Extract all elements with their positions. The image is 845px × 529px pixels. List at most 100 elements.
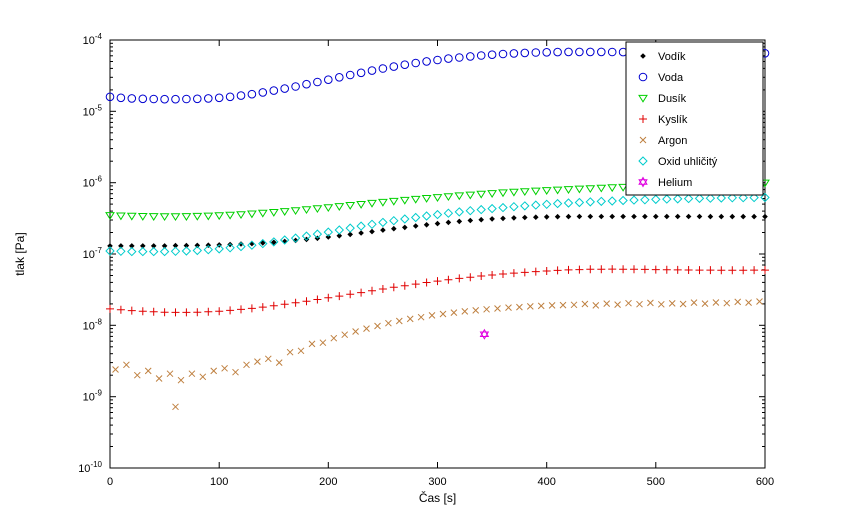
diamond-filled-marker [478,216,484,223]
plus-marker [378,285,387,293]
diamond-open-marker [225,243,235,253]
plus-marker [171,308,180,317]
diamond-open-marker [148,246,159,257]
diamond-open-marker [279,235,290,245]
legend-entry-vodik: Vodík [640,51,686,63]
plus-marker [542,267,551,275]
diamond-filled-marker [423,222,430,228]
plus-marker [335,292,344,301]
diamond-open-marker [716,193,727,203]
plus-marker [728,266,737,275]
diamond-filled-marker [140,243,146,249]
diamond-filled-marker [533,214,539,220]
circle-open-marker [214,93,224,103]
circle-open-marker [520,48,530,58]
triangle-down-open-marker [465,191,476,200]
plus-marker [346,290,355,299]
plus-marker [444,275,453,284]
diamond-open-marker [749,192,759,203]
diamond-filled-marker [642,213,648,220]
diamond-open-marker [727,193,738,203]
x-marker [483,305,490,313]
x-marker [417,313,425,321]
plus-marker [204,307,213,316]
diamond-open-marker [487,203,497,214]
x-marker [657,300,665,308]
x-marker [112,366,119,373]
circle-open-marker [345,70,355,80]
x-marker [701,300,709,307]
legend-entry-helium: Helium [638,176,692,189]
circle-open-marker [542,48,552,57]
circle-open-marker [291,82,300,91]
plus-marker [357,288,366,297]
circle-open-marker [225,92,235,102]
diamond-filled-marker [150,243,157,249]
legend-entry-voda: Voda [638,72,684,84]
circle-open-marker [400,60,410,69]
x-marker [341,331,349,339]
x-marker [439,310,447,318]
x-marker [614,301,621,308]
circle-open-marker [116,93,126,103]
diamond-filled-marker [565,213,572,220]
circle-open-marker [476,51,486,60]
plus-marker [575,265,584,274]
diamond-filled-marker [718,213,725,220]
x-marker [450,309,458,316]
series-helium [479,328,490,340]
diamond-filled-marker [554,213,561,220]
circle-open-marker [138,94,148,104]
diamond-open-marker [258,238,268,249]
x-marker [559,301,567,309]
series-kyslik [106,265,769,317]
diamond-filled-marker [696,213,703,220]
triangle-down-open-marker [312,205,323,214]
diamond-open-marker [465,205,476,216]
circle-open-marker [105,92,115,102]
triangle-down-open-marker [399,196,410,205]
triangle-down-open-marker [530,187,541,196]
diamond-open-marker [618,195,628,206]
triangle-down-open-marker [410,195,421,204]
circle-open-marker [193,94,202,104]
circle-open-marker [411,58,421,68]
plus-marker [138,307,147,316]
diamond-filled-marker [380,227,386,233]
triangle-down-open-marker [323,204,334,213]
x-marker [308,340,316,348]
diamond-filled-marker [434,220,441,227]
triangle-down-open-marker [574,185,585,194]
diamond-open-marker [159,246,170,257]
x-marker [745,299,752,306]
diamond-filled-marker [685,213,692,220]
triangle-down-open-marker [126,212,137,221]
x-marker [603,300,611,307]
triangle-down-open-marker [377,198,388,207]
plus-marker [553,266,562,275]
diamond-open-marker [531,200,541,210]
triangle-down-open-marker [192,212,203,221]
triangle-down-open-marker [367,199,377,208]
x-marker [188,370,196,378]
circle-open-marker [433,55,442,65]
diamond-open-marker [541,199,552,210]
diamond-filled-marker [281,238,288,245]
plus-marker [269,301,278,310]
diamond-open-marker [651,194,661,205]
x-marker [428,312,436,319]
diamond-open-marker [705,193,716,203]
x-marker [625,299,632,307]
triangle-down-open-marker [105,212,115,220]
diamond-open-marker [400,214,410,224]
diamond-filled-marker [640,53,646,59]
plus-marker [640,265,649,274]
diamond-filled-marker [194,242,201,249]
triangle-down-open-marker [454,192,465,201]
plus-marker [717,266,726,275]
diamond-filled-marker [412,223,419,229]
diamond-open-marker [378,217,388,228]
circle-open-marker [356,68,366,78]
x-marker [374,322,381,330]
plus-marker [324,293,333,302]
